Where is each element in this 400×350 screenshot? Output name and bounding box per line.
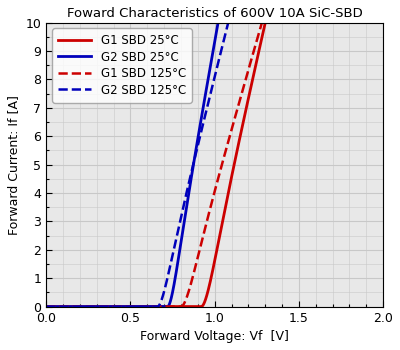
G2 SBD 25°C [321, 20, 326, 24]
G1 SBD 25°C [263, 20, 268, 24]
G2 SBD 125°C [295, 20, 300, 24]
G2 SBD 25°C [216, 20, 220, 24]
G2 SBD 25°C [381, 20, 386, 24]
G2 SBD 125°C [105, 304, 110, 309]
Line: G2 SBD 125°C: G2 SBD 125°C [46, 22, 383, 307]
G1 SBD 125°C [381, 20, 386, 24]
G2 SBD 125°C [172, 242, 177, 246]
Line: G2 SBD 25°C: G2 SBD 25°C [46, 22, 383, 307]
Legend: G1 SBD 25°C, G2 SBD 25°C, G1 SBD 125°C, G2 SBD 125°C: G1 SBD 25°C, G2 SBD 25°C, G1 SBD 125°C, … [52, 28, 192, 103]
Line: G1 SBD 125°C: G1 SBD 125°C [46, 22, 383, 307]
Line: G1 SBD 25°C: G1 SBD 25°C [46, 22, 383, 307]
G1 SBD 25°C [246, 97, 251, 101]
G1 SBD 125°C [260, 20, 264, 24]
G1 SBD 125°C [246, 68, 251, 72]
G1 SBD 125°C [105, 304, 110, 309]
G1 SBD 25°C [295, 20, 300, 24]
G2 SBD 25°C [246, 20, 251, 24]
G2 SBD 125°C [263, 20, 268, 24]
G1 SBD 25°C [172, 304, 177, 309]
X-axis label: Forward Voltage: Vf  [V]: Forward Voltage: Vf [V] [140, 330, 289, 343]
Y-axis label: Forward Current: If [A]: Forward Current: If [A] [7, 94, 20, 234]
G2 SBD 25°C [263, 20, 268, 24]
G1 SBD 25°C [105, 304, 110, 309]
G2 SBD 125°C [381, 20, 386, 24]
G1 SBD 125°C [172, 304, 177, 309]
G1 SBD 125°C [295, 20, 300, 24]
Title: Foward Characteristics of 600V 10A SiC-SBD: Foward Characteristics of 600V 10A SiC-S… [67, 7, 362, 20]
G2 SBD 125°C [44, 304, 49, 309]
G1 SBD 125°C [263, 20, 268, 24]
G1 SBD 25°C [263, 20, 268, 24]
G2 SBD 125°C [321, 20, 326, 24]
G1 SBD 125°C [44, 304, 49, 309]
G2 SBD 25°C [105, 304, 110, 309]
G2 SBD 25°C [172, 277, 177, 281]
G2 SBD 25°C [295, 20, 300, 24]
G2 SBD 125°C [226, 20, 230, 24]
G1 SBD 25°C [321, 20, 326, 24]
G1 SBD 25°C [381, 20, 386, 24]
G1 SBD 25°C [44, 304, 49, 309]
G1 SBD 125°C [321, 20, 326, 24]
G2 SBD 25°C [44, 304, 49, 309]
G2 SBD 125°C [246, 20, 251, 24]
